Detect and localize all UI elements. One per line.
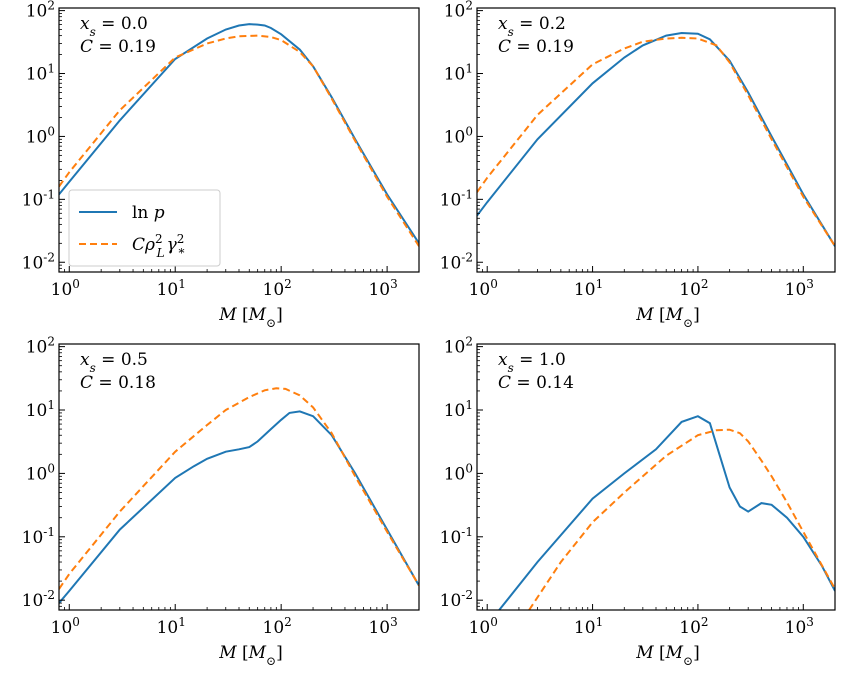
y-tick-label: 10-2 — [22, 250, 55, 273]
series-line-2 — [528, 428, 835, 610]
x-axis-label: M [M⊙] — [635, 643, 700, 668]
y-tick-label: 10-2 — [440, 250, 473, 273]
y-tick-label: 102 — [26, 0, 55, 22]
annotation-c: C = 0.14 — [498, 373, 574, 393]
annotation-xs: xs = 0.2 — [498, 14, 566, 39]
x-tick-label: 102 — [679, 615, 708, 638]
y-tick-label: 10-1 — [440, 525, 473, 548]
annotation-c: C = 0.18 — [80, 373, 156, 393]
y-tick-label: 10-1 — [22, 187, 55, 210]
panel-3: 100 101 102 103 10-2 10-1 100 101 102 M [M⊙] xs = … — [22, 335, 420, 668]
y-tick-label: 10-2 — [440, 588, 473, 611]
y-tick-label: 102 — [444, 0, 473, 22]
x-tick-label: 101 — [574, 615, 603, 638]
y-tick-label: 101 — [26, 62, 55, 85]
x-tick-label: 103 — [368, 615, 397, 638]
y-tick-label: 101 — [26, 398, 55, 421]
series-line-2 — [59, 34, 419, 247]
annotation-xs: xs = 0.0 — [80, 14, 148, 39]
y-tick-label: 101 — [444, 62, 473, 85]
series-line-1 — [59, 410, 419, 604]
annotation-c: C = 0.19 — [80, 37, 156, 57]
series-line-1 — [477, 31, 835, 247]
series-line-2 — [59, 387, 419, 590]
x-tick-label: 101 — [157, 277, 186, 300]
series-line-1 — [498, 415, 835, 610]
x-tick-label: 100 — [469, 615, 498, 638]
y-tick-label: 100 — [444, 461, 473, 484]
y-tick-label: 102 — [26, 335, 55, 358]
y-tick-label: 10-2 — [22, 588, 55, 611]
x-tick-label: 101 — [574, 277, 603, 300]
annotation-xs: xs = 0.5 — [80, 350, 148, 375]
legend-label-lnp: ln p — [132, 203, 165, 223]
legend-box — [68, 189, 221, 267]
panel-1: 100 101 102 103 10-2 10-1 100 101 102 M [M⊙] xs = … — [22, 0, 420, 330]
y-tick-label: 10-1 — [22, 525, 55, 548]
series-line-2 — [477, 36, 835, 247]
x-tick-label: 102 — [679, 277, 708, 300]
x-tick-label: 103 — [368, 277, 397, 300]
x-tick-label: 102 — [263, 615, 292, 638]
y-tick-label: 101 — [444, 398, 473, 421]
x-axis-label: M [M⊙] — [218, 305, 283, 330]
panel-2: 100 101 102 103 10-2 10-1 100 101 102 M [M⊙] xs = … — [440, 0, 836, 330]
annotation-xs: xs = 1.0 — [498, 350, 566, 375]
series-line-1 — [59, 23, 419, 244]
panel-4: 100 101 102 103 10-2 10-1 100 101 102 M [M⊙] xs = … — [440, 335, 836, 668]
x-tick-label: 100 — [469, 277, 498, 300]
x-tick-label: 103 — [785, 615, 814, 638]
x-tick-label: 103 — [785, 277, 814, 300]
y-tick-label: 100 — [26, 124, 55, 147]
x-tick-label: 100 — [51, 277, 80, 300]
x-tick-label: 100 — [51, 615, 80, 638]
y-tick-label: 102 — [444, 335, 473, 358]
x-tick-label: 102 — [263, 277, 292, 300]
y-tick-label: 100 — [444, 124, 473, 147]
y-tick-label: 100 — [26, 461, 55, 484]
y-tick-label: 10-1 — [440, 187, 473, 210]
x-tick-label: 101 — [157, 615, 186, 638]
x-axis-label: M [M⊙] — [218, 643, 283, 668]
annotation-c: C = 0.19 — [498, 37, 574, 57]
x-axis-label: M [M⊙] — [635, 305, 700, 330]
